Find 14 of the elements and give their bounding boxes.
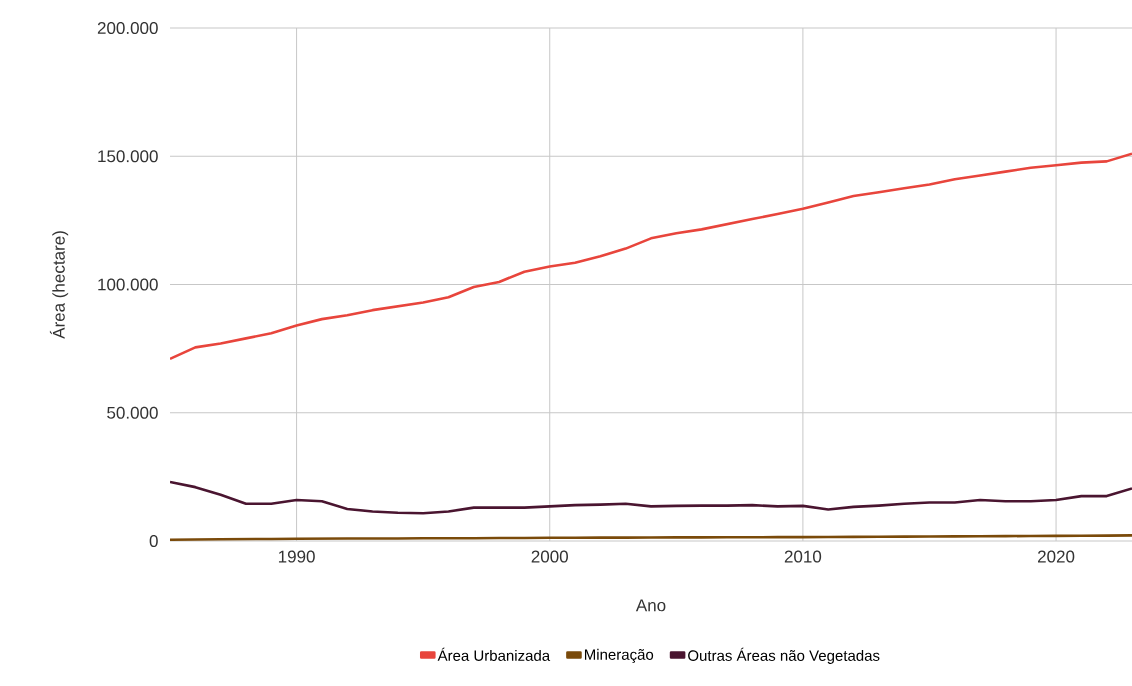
x-tick-label: 2010 <box>784 550 822 563</box>
y-tick-label: 50.000 <box>107 406 158 419</box>
y-tick-label: 150.000 <box>98 150 158 163</box>
y-tick-label: 0 <box>149 534 158 548</box>
x-tick-label: 1990 <box>278 550 315 563</box>
y-axis-title: Área (hectare) <box>49 231 69 339</box>
x-tick-label: 2020 <box>1038 550 1075 563</box>
legend-label: Mineração <box>584 648 654 663</box>
y-tick-label: 200.000 <box>97 21 158 35</box>
x-axis-title: Ano <box>635 599 666 612</box>
y-tick-label: 100.000 <box>98 278 158 291</box>
legend-label: Área Urbanizada <box>437 647 551 661</box>
x-tick-label: 2000 <box>531 550 568 563</box>
legend-label: Outras Áreas não Vegetadas <box>688 647 880 664</box>
